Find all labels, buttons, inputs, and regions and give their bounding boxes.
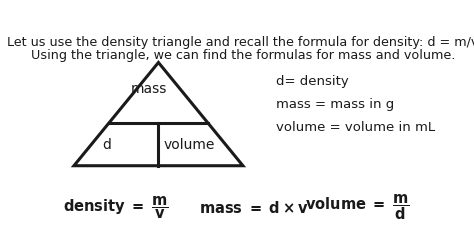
- Text: d: d: [102, 138, 111, 152]
- Text: Using the triangle, we can find the formulas for mass and volume.: Using the triangle, we can find the form…: [31, 49, 455, 62]
- Text: $\mathit{\mathbf{mass}}$ $\mathbf{= \ d \times v}$: $\mathit{\mathbf{mass}}$ $\mathbf{= \ d …: [199, 199, 309, 215]
- Text: volume: volume: [164, 138, 215, 152]
- Text: mass: mass: [131, 81, 167, 96]
- Text: $\mathit{\mathbf{volume}}$ $\mathbf{=}$ $\mathbf{\dfrac{m}{d}}$: $\mathit{\mathbf{volume}}$ $\mathbf{=}$ …: [305, 192, 410, 222]
- Text: mass = mass in g: mass = mass in g: [276, 98, 394, 110]
- Text: d= density: d= density: [276, 74, 349, 87]
- Text: volume = volume in mL: volume = volume in mL: [276, 121, 435, 134]
- Text: Let us use the density triangle and recall the formula for density: d = m/v: Let us use the density triangle and reca…: [7, 36, 474, 49]
- Text: $\mathit{\mathbf{density}}$ $\mathbf{=}$ $\mathbf{\dfrac{m}{v}}$: $\mathit{\mathbf{density}}$ $\mathbf{=}$…: [63, 194, 168, 220]
